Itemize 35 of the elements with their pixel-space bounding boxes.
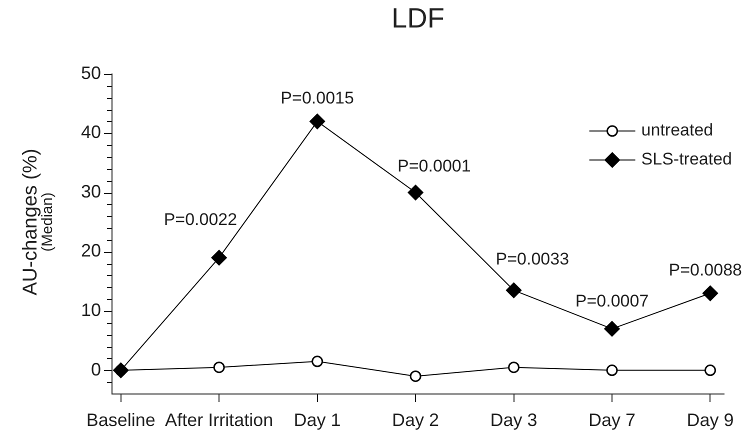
point: [213, 362, 225, 374]
x-tick-label: Baseline: [86, 410, 156, 430]
x-tick-label: Day 7: [588, 410, 636, 430]
y-tick-label: 10: [80, 300, 101, 320]
annotation: P=0.0007: [575, 292, 649, 311]
annotation: P=0.0033: [496, 250, 570, 269]
y-axis-title: AU-changes (%) (Median): [20, 148, 56, 296]
x-tick-label: After Irritation: [165, 410, 274, 430]
point: [310, 114, 326, 130]
point: [312, 356, 324, 368]
point: [408, 184, 424, 200]
annotation: P=0.0088: [668, 260, 742, 280]
y-tick-label: 30: [80, 181, 101, 202]
legend-label: SLS-treated: [641, 150, 732, 169]
x-tick-label: Day 2: [392, 410, 440, 430]
point: [410, 370, 422, 382]
y-tick-label: 40: [80, 122, 101, 142]
point: [508, 362, 520, 374]
annotation: P=0.0015: [280, 88, 354, 108]
annotation: P=0.0001: [398, 156, 471, 176]
point: [506, 282, 522, 298]
x-tick-label: Day 3: [490, 410, 538, 430]
y-tick-label: 0: [90, 359, 101, 380]
point: [702, 286, 718, 302]
point: [704, 364, 716, 376]
legend-label: untreated: [641, 120, 714, 140]
chart-title: LDF: [392, 2, 444, 34]
point: [604, 321, 620, 337]
y-tick-label: 50: [80, 62, 101, 83]
y-tick-label: 20: [80, 240, 101, 261]
x-tick-label: Day 9: [686, 410, 734, 430]
point: [606, 364, 618, 376]
point: [211, 250, 227, 266]
x-tick-label: Day 1: [294, 410, 341, 430]
annotation: P=0.0022: [164, 210, 238, 229]
